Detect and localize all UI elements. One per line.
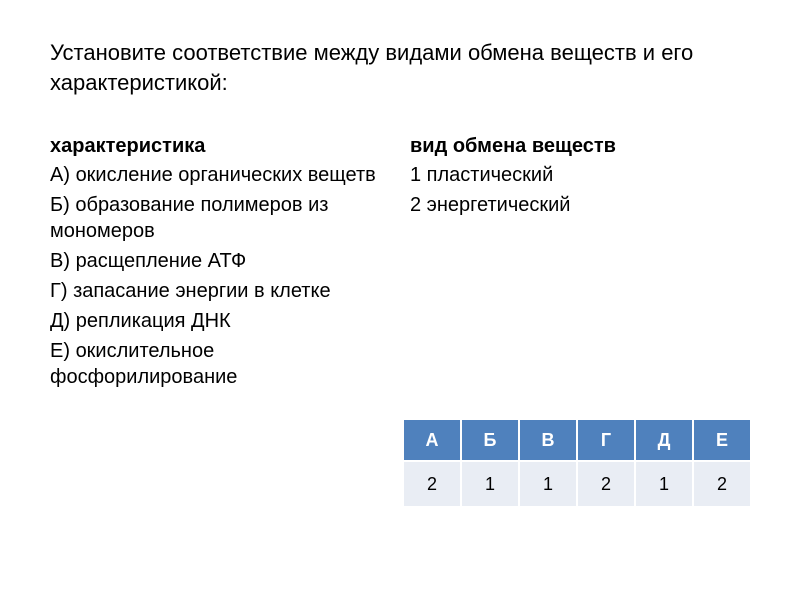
item-text: образование полимеров из мономеров <box>50 194 328 242</box>
table-header-cell: А <box>404 420 460 460</box>
types-heading: вид обмена веществ <box>410 135 750 158</box>
types-column: вид обмена веществ 1 пластический 2 энер… <box>410 135 750 394</box>
table-cell: 2 <box>404 462 460 506</box>
table-header-cell: Д <box>636 420 692 460</box>
item-letter: Б) <box>50 194 70 216</box>
item-letter: Г) <box>50 280 68 302</box>
table-header-row: А Б В Г Д Е <box>404 420 750 460</box>
item-text: окислительное фосфорилирование <box>50 340 237 388</box>
list-item: А) окисление органических вещетв <box>50 162 380 188</box>
list-item: Е) окислительное фосфорилирование <box>50 338 380 390</box>
answer-table: А Б В Г Д Е 2 1 1 2 1 2 <box>402 418 752 508</box>
list-item: 1 пластический <box>410 162 750 188</box>
list-item: Г) запасание энергии в клетке <box>50 278 380 304</box>
item-text: расщепление АТФ <box>76 250 247 272</box>
table-header-cell: Б <box>462 420 518 460</box>
item-text: окисление органических вещетв <box>76 164 376 186</box>
list-item: В) расщепление АТФ <box>50 248 380 274</box>
table-cell: 1 <box>462 462 518 506</box>
table-cell: 1 <box>520 462 576 506</box>
table-header-cell: Е <box>694 420 750 460</box>
list-item: Б) образование полимеров из мономеров <box>50 192 380 244</box>
characteristics-column: характеристика А) окисление органических… <box>50 135 380 394</box>
item-text: запасание энергии в клетке <box>73 280 331 302</box>
list-item: 2 энергетический <box>410 192 750 218</box>
table-cell: 2 <box>578 462 634 506</box>
item-letter: Д) <box>50 310 70 332</box>
table-cell: 2 <box>694 462 750 506</box>
item-letter: Е) <box>50 340 70 362</box>
list-item: Д) репликация ДНК <box>50 308 380 334</box>
question-title: Установите соответствие между видами обм… <box>50 38 750 97</box>
item-text: репликация ДНК <box>76 310 231 332</box>
table-header-cell: Г <box>578 420 634 460</box>
table-row: 2 1 1 2 1 2 <box>404 462 750 506</box>
table-header-cell: В <box>520 420 576 460</box>
content-columns: характеристика А) окисление органических… <box>50 135 750 394</box>
table-cell: 1 <box>636 462 692 506</box>
item-letter: В) <box>50 250 70 272</box>
characteristics-heading: характеристика <box>50 135 380 158</box>
item-letter: А) <box>50 164 70 186</box>
